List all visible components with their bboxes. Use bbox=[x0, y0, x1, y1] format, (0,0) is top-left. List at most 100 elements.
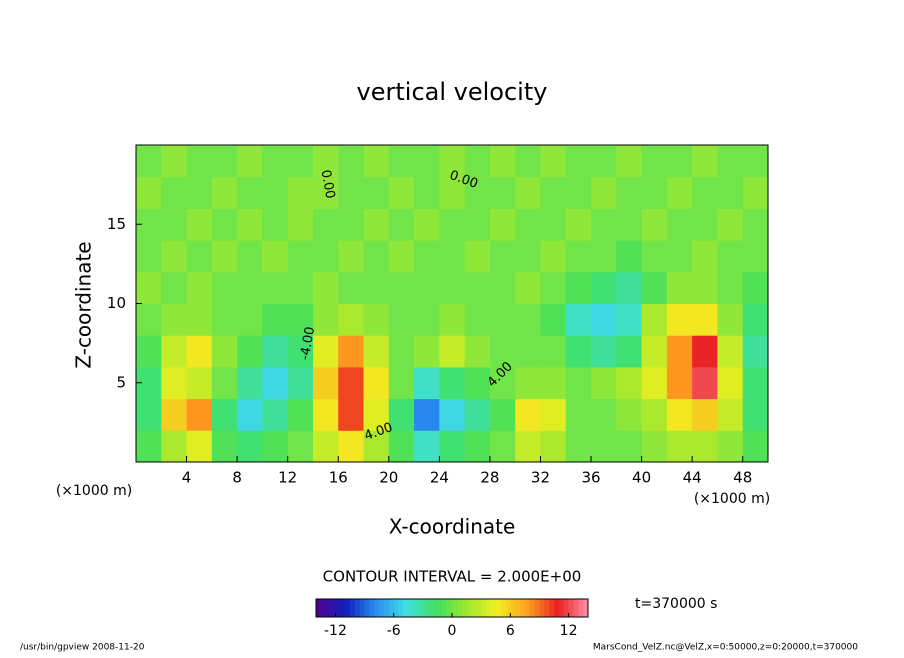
colorbar-bin bbox=[544, 599, 550, 617]
cell bbox=[237, 176, 263, 209]
cell bbox=[515, 176, 541, 209]
cell bbox=[186, 430, 213, 463]
cell bbox=[439, 208, 466, 241]
cell bbox=[641, 145, 668, 178]
cell bbox=[717, 208, 744, 241]
cell bbox=[489, 145, 516, 178]
cell bbox=[312, 335, 339, 368]
cell bbox=[540, 335, 567, 368]
cell bbox=[237, 240, 263, 273]
cell bbox=[692, 398, 718, 431]
cell bbox=[616, 303, 643, 336]
x-tick-label: 24 bbox=[430, 469, 449, 487]
cell bbox=[692, 208, 718, 241]
cell bbox=[388, 303, 415, 336]
cell bbox=[287, 240, 314, 273]
colorbar-bin bbox=[515, 599, 521, 617]
chart-title: vertical velocity bbox=[357, 78, 548, 106]
colorbar-bin bbox=[330, 599, 336, 617]
colorbar-tick-label: -12 bbox=[324, 623, 347, 639]
field bbox=[136, 145, 769, 463]
cell bbox=[565, 271, 592, 304]
cell bbox=[515, 366, 541, 400]
cell bbox=[641, 398, 668, 431]
x-tick-label: 4 bbox=[182, 469, 192, 487]
cell bbox=[641, 176, 668, 209]
cell bbox=[161, 176, 188, 209]
cell bbox=[616, 240, 643, 273]
cell bbox=[414, 398, 440, 431]
colorbar-bin bbox=[422, 599, 429, 617]
cell bbox=[237, 366, 263, 400]
cell bbox=[136, 335, 162, 368]
cell bbox=[136, 145, 162, 178]
cell bbox=[489, 303, 516, 336]
colorbar-bin bbox=[456, 599, 463, 617]
cell bbox=[287, 430, 314, 463]
cell bbox=[464, 271, 491, 304]
cell bbox=[565, 303, 592, 336]
cell bbox=[287, 398, 314, 431]
cell bbox=[464, 176, 491, 209]
cell bbox=[717, 145, 744, 178]
cell bbox=[186, 335, 213, 368]
colorbar-bin bbox=[316, 599, 322, 617]
colorbar-bin bbox=[476, 599, 482, 617]
cell bbox=[363, 176, 390, 209]
cell bbox=[287, 335, 314, 368]
cell bbox=[312, 176, 339, 209]
cell bbox=[515, 303, 541, 336]
cell bbox=[414, 176, 440, 209]
x-tick-label: 16 bbox=[329, 469, 348, 487]
cell bbox=[489, 271, 516, 304]
footer-right: MarsCond_VelZ.nc@VelZ,x=0:50000,z=0:2000… bbox=[593, 643, 858, 653]
colorbar-bin bbox=[549, 599, 555, 617]
colorbar-bin bbox=[568, 599, 574, 617]
colorbar-bin bbox=[432, 599, 438, 617]
cell bbox=[338, 176, 365, 209]
cell bbox=[591, 303, 617, 336]
cell bbox=[161, 271, 188, 304]
x-tick-label: 44 bbox=[683, 469, 702, 487]
cell bbox=[692, 430, 718, 463]
cell bbox=[616, 398, 643, 431]
cell bbox=[439, 430, 466, 463]
cell bbox=[363, 240, 390, 273]
cell bbox=[439, 176, 466, 209]
contour-label: -4.00 bbox=[298, 326, 319, 362]
colorbar-bin bbox=[558, 599, 565, 617]
colorbar-bin bbox=[471, 599, 477, 617]
cell bbox=[540, 430, 567, 463]
cell bbox=[540, 271, 567, 304]
cell bbox=[616, 366, 643, 400]
cell bbox=[211, 208, 238, 241]
cell bbox=[742, 335, 769, 368]
cell bbox=[287, 271, 314, 304]
contour-interval: CONTOUR INTERVAL = 2.000E+00 bbox=[323, 568, 582, 586]
cell bbox=[186, 208, 213, 241]
cell bbox=[489, 208, 516, 241]
colorbar-bin bbox=[563, 599, 569, 617]
cell bbox=[464, 335, 491, 368]
colorbar-bin bbox=[437, 599, 443, 617]
cell bbox=[414, 430, 440, 463]
cell bbox=[363, 398, 390, 431]
cell bbox=[692, 240, 718, 273]
cell bbox=[439, 366, 466, 400]
cell bbox=[515, 398, 541, 431]
cell bbox=[565, 208, 592, 241]
cell bbox=[312, 271, 339, 304]
cell bbox=[464, 303, 491, 336]
cell bbox=[489, 176, 516, 209]
colorbar-bin bbox=[505, 599, 511, 617]
cell bbox=[388, 208, 415, 241]
cell bbox=[742, 271, 769, 304]
colorbar-bin bbox=[403, 599, 409, 617]
cell bbox=[515, 430, 541, 463]
cell bbox=[186, 366, 213, 400]
cell bbox=[414, 271, 440, 304]
cell bbox=[717, 398, 744, 431]
cell bbox=[312, 430, 339, 463]
cell bbox=[211, 240, 238, 273]
